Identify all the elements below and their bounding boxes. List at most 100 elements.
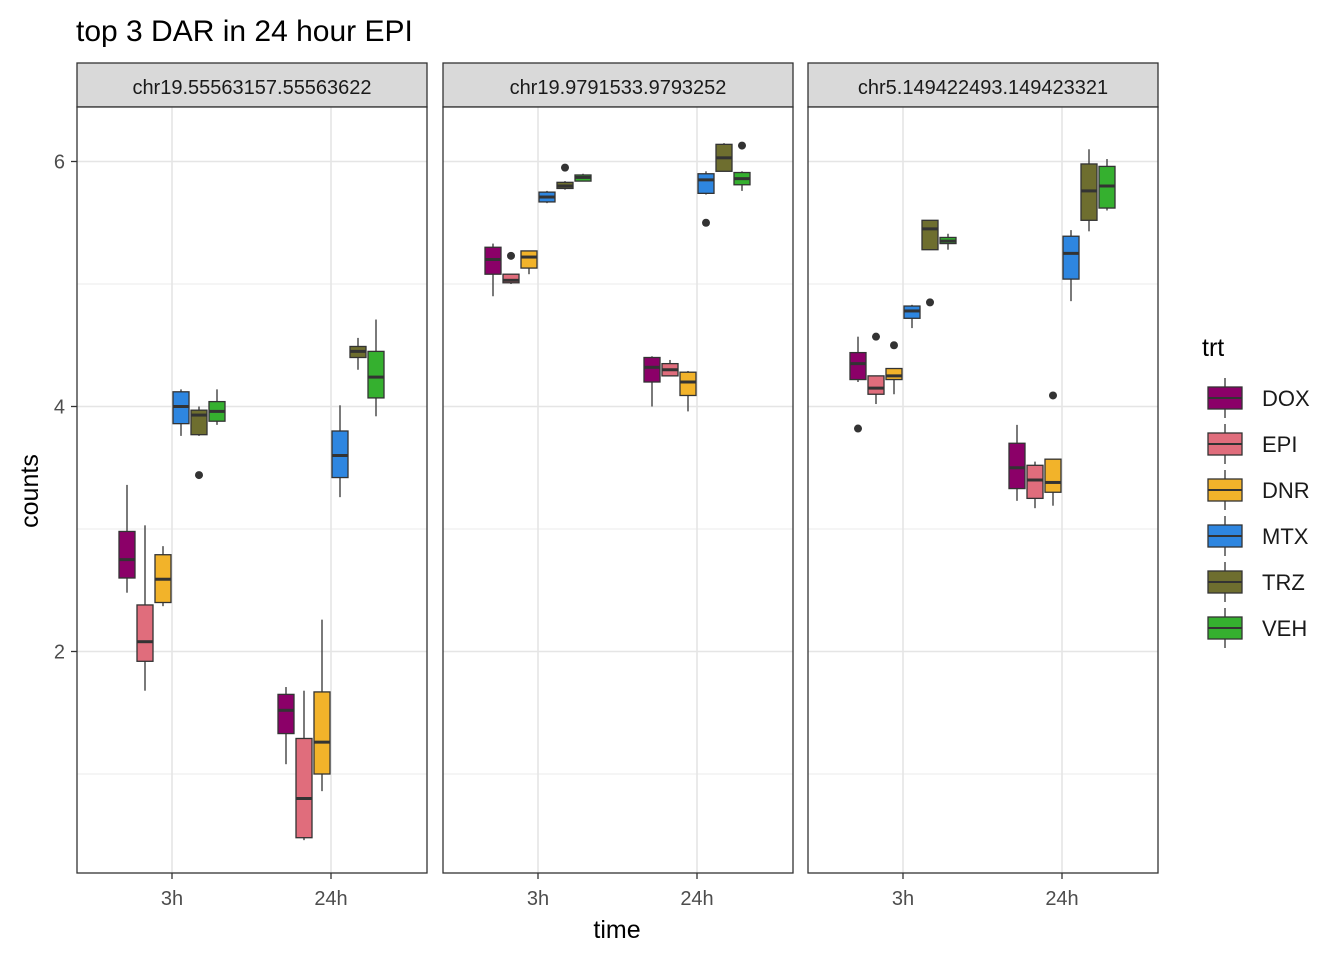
facet-strip bbox=[76, 62, 428, 108]
box-iqr bbox=[867, 375, 885, 395]
box-iqr bbox=[643, 356, 661, 383]
boxplot-24h-VEH bbox=[1098, 159, 1116, 211]
y-tick-label: 4 bbox=[54, 397, 65, 419]
boxplot-24h-EPI bbox=[295, 690, 313, 841]
legend-item-mtx: MTX bbox=[1207, 516, 1309, 556]
facet-panel: chr5.149422493.149423321 3h 24h bbox=[807, 62, 1159, 910]
chart-title: top 3 DAR in 24 hour EPI bbox=[76, 15, 413, 48]
panel-border bbox=[807, 106, 1159, 874]
box-iqr bbox=[885, 367, 903, 381]
box-iqr bbox=[1044, 458, 1062, 493]
boxplot-24h-DOX bbox=[277, 687, 295, 765]
legend-label: TRZ bbox=[1262, 570, 1305, 595]
box-iqr bbox=[1062, 235, 1080, 280]
y-axis-label: counts bbox=[16, 454, 44, 528]
y-tick-label: 2 bbox=[54, 642, 65, 664]
boxplot-3h-DNR bbox=[154, 546, 172, 607]
x-tick-label: 3h bbox=[892, 888, 914, 910]
outlier-point bbox=[1049, 391, 1057, 400]
outlier-point bbox=[507, 251, 515, 260]
legend: DOX EPI DNR MTX TRZ VEH bbox=[1207, 378, 1310, 648]
boxplot-24h-DOX bbox=[1008, 424, 1026, 501]
boxplot-3h-MTX bbox=[538, 190, 556, 204]
box-iqr bbox=[313, 691, 331, 775]
outlier-point bbox=[738, 141, 746, 150]
boxplot-3h-DNR bbox=[520, 250, 538, 275]
boxplot-24h-EPI bbox=[661, 359, 679, 377]
boxplot-24h-DOX bbox=[643, 356, 661, 407]
legend-label: EPI bbox=[1262, 432, 1297, 457]
boxplot-24h-TRZ bbox=[1080, 149, 1098, 232]
legend-item-dox: DOX bbox=[1207, 378, 1310, 418]
boxplot-3h-TRZ bbox=[556, 163, 574, 190]
boxplot-24h-MTX bbox=[1062, 230, 1080, 302]
boxplot-24h-DNR bbox=[313, 619, 331, 792]
panel-border bbox=[76, 106, 428, 874]
outlier-point bbox=[854, 424, 862, 433]
legend-label: DNR bbox=[1262, 478, 1310, 503]
boxplot-3h-TRZ bbox=[190, 406, 208, 480]
x-axis-label: time bbox=[593, 916, 640, 944]
legend-item-epi: EPI bbox=[1207, 424, 1297, 464]
legend-item-trz: TRZ bbox=[1207, 562, 1305, 602]
boxplot-3h-DOX bbox=[118, 484, 136, 593]
boxplot-3h-EPI bbox=[136, 525, 154, 691]
boxplot-3h-TRZ bbox=[921, 219, 939, 307]
box-iqr bbox=[367, 350, 385, 399]
x-tick-label: 24h bbox=[1045, 888, 1078, 910]
y-axis: 2 4 6 bbox=[54, 152, 77, 664]
x-tick-label: 24h bbox=[680, 888, 713, 910]
panel-background bbox=[808, 107, 1158, 873]
box-iqr bbox=[136, 604, 154, 662]
boxplot-3h-VEH bbox=[208, 389, 226, 425]
boxplot-24h-VEH bbox=[367, 319, 385, 417]
panel-background bbox=[77, 107, 427, 873]
outlier-point bbox=[702, 218, 710, 227]
box-iqr bbox=[295, 737, 313, 839]
box-iqr bbox=[520, 250, 538, 269]
box-iqr bbox=[118, 530, 136, 579]
legend-item-dnr: DNR bbox=[1207, 470, 1310, 510]
boxplot-24h-DNR bbox=[679, 370, 697, 412]
boxplot-3h-MTX bbox=[903, 304, 921, 329]
outlier-point bbox=[195, 471, 203, 480]
facet-strip bbox=[442, 62, 794, 108]
boxplot-3h-EPI bbox=[502, 251, 520, 284]
box-iqr bbox=[502, 273, 520, 284]
box-iqr bbox=[849, 351, 867, 381]
box-iqr bbox=[1026, 464, 1044, 500]
outlier-point bbox=[561, 163, 569, 172]
boxplot-24h-TRZ bbox=[715, 143, 733, 172]
legend-title: trt bbox=[1202, 334, 1224, 362]
facet-panel: chr19.55563157.55563622 3h 24h bbox=[76, 62, 428, 910]
box-iqr bbox=[277, 693, 295, 735]
boxplot-3h-DOX bbox=[484, 243, 502, 297]
facet-panel: chr19.9791533.9793252 3h 24h bbox=[442, 62, 794, 910]
legend-label: MTX bbox=[1262, 524, 1309, 549]
boxplot-3h-DOX bbox=[849, 336, 867, 433]
box-iqr bbox=[921, 219, 939, 251]
outlier-point bbox=[890, 341, 898, 350]
y-tick-label: 6 bbox=[54, 152, 65, 174]
legend-label: VEH bbox=[1262, 616, 1307, 641]
boxplot-3h-MTX bbox=[172, 389, 190, 436]
boxplot-3h-EPI bbox=[867, 332, 885, 405]
x-tick-label: 3h bbox=[527, 888, 549, 910]
facet-strip bbox=[807, 62, 1159, 108]
boxplot-24h-DNR bbox=[1044, 391, 1062, 506]
boxplot-3h-VEH bbox=[574, 173, 592, 182]
legend-item-veh: VEH bbox=[1207, 608, 1307, 648]
legend-label: DOX bbox=[1262, 386, 1310, 411]
outlier-point bbox=[872, 332, 880, 341]
x-tick-label: 3h bbox=[161, 888, 183, 910]
boxplot-24h-MTX bbox=[697, 171, 715, 227]
panel-background bbox=[443, 107, 793, 873]
boxplot-24h-TRZ bbox=[349, 337, 367, 370]
facet-label: chr5.149422493.149423321 bbox=[858, 77, 1108, 99]
outlier-point bbox=[926, 298, 934, 307]
facet-label: chr19.9791533.9793252 bbox=[510, 77, 727, 99]
panel-border bbox=[442, 106, 794, 874]
boxplot-3h-VEH bbox=[939, 233, 957, 250]
